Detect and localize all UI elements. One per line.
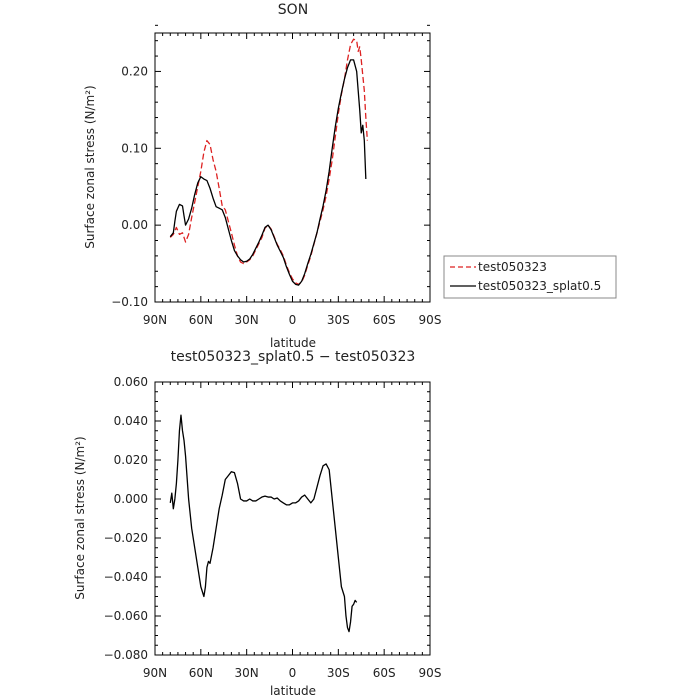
y-tick-label: −0.080 bbox=[104, 648, 148, 662]
x-tick-label: 60S bbox=[373, 313, 396, 327]
y-tick-label: 0.00 bbox=[121, 218, 148, 232]
panel-bottom-title: test050323_splat0.5 − test050323 bbox=[171, 349, 416, 365]
panel-top-ytick-labels: −0.10 0.00 0.10 0.20 bbox=[111, 64, 148, 309]
y-tick-label: 0.20 bbox=[121, 64, 148, 78]
panel-bottom-xlabel: latitude bbox=[270, 684, 316, 698]
panel-top-xtick-labels: 90N 60N 30N 0 30S 60S 90S bbox=[143, 313, 442, 327]
x-tick-label: 0 bbox=[289, 313, 297, 327]
legend: test050323 test050323_splat0.5 bbox=[443, 255, 617, 299]
panel-bottom-xtick-labels: 90N 60N 30N 0 30S 60S 90S bbox=[143, 666, 442, 680]
x-tick-label: 30S bbox=[327, 666, 350, 680]
x-tick-label: 90N bbox=[143, 666, 167, 680]
x-tick-label: 60S bbox=[373, 666, 396, 680]
panel-bottom: test050323_splat0.5 − test050323 Surface… bbox=[73, 349, 441, 698]
panel-bottom-ticks bbox=[154, 381, 431, 656]
series-line-0 bbox=[169, 414, 358, 633]
x-tick-label: 30N bbox=[235, 666, 259, 680]
y-tick-label: 0.040 bbox=[114, 414, 148, 428]
x-tick-label: 90S bbox=[419, 666, 442, 680]
series-line-1 bbox=[169, 59, 367, 286]
panel-top-frame bbox=[154, 32, 431, 303]
y-tick-label: 0.10 bbox=[121, 141, 148, 155]
legend-label-test050323: test050323 bbox=[478, 260, 547, 274]
x-tick-label: 60N bbox=[189, 666, 213, 680]
legend-label-test050323-splat: test050323_splat0.5 bbox=[478, 279, 601, 293]
y-tick-label: 0.000 bbox=[114, 492, 148, 506]
panel-top-xlabel: latitude bbox=[270, 336, 316, 350]
x-tick-label: 60N bbox=[189, 313, 213, 327]
y-tick-label: 0.060 bbox=[114, 375, 148, 389]
x-tick-label: 90S bbox=[419, 313, 442, 327]
y-tick-label: −0.10 bbox=[111, 295, 148, 309]
panel-top-ticks bbox=[154, 24, 431, 303]
y-tick-label: −0.060 bbox=[104, 609, 148, 623]
y-tick-label: −0.020 bbox=[104, 531, 148, 545]
y-tick-label: −0.040 bbox=[104, 570, 148, 584]
panel-top: SON Surface zonal stress (N/m²) latitude… bbox=[83, 2, 441, 350]
panel-bottom-ytick-labels: −0.080 −0.060 −0.040 −0.020 0.000 0.020 0.040 0… bbox=[104, 375, 148, 662]
x-tick-label: 30N bbox=[235, 313, 259, 327]
legend-box bbox=[443, 255, 617, 299]
panel-bottom-frame bbox=[154, 381, 431, 656]
x-tick-label: 0 bbox=[289, 666, 297, 680]
series-line-0 bbox=[169, 38, 369, 285]
panel-bottom-lines bbox=[169, 414, 358, 633]
x-tick-label: 90N bbox=[143, 313, 167, 327]
x-tick-label: 30S bbox=[327, 313, 350, 327]
panel-top-title: SON bbox=[278, 2, 308, 18]
panel-bottom-ylabel: Surface zonal stress (N/m²) bbox=[73, 436, 87, 600]
panel-top-lines bbox=[169, 38, 369, 286]
y-tick-label: 0.020 bbox=[114, 453, 148, 467]
panel-top-ylabel: Surface zonal stress (N/m²) bbox=[83, 85, 97, 249]
